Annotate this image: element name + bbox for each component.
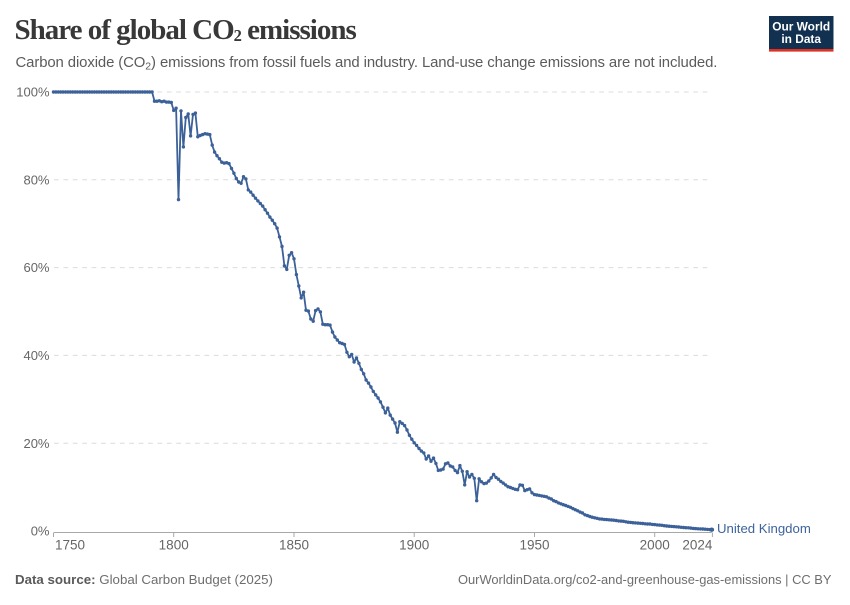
svg-text:1850: 1850: [279, 538, 309, 553]
svg-text:20%: 20%: [23, 436, 49, 451]
svg-text:Carbon dioxide (CO2) emissions: Carbon dioxide (CO2) emissions from foss…: [16, 55, 718, 73]
svg-text:Share of global CO2 emissions: Share of global CO2 emissions: [15, 14, 357, 46]
svg-text:Data source: Global Carbon Bud: Data source: Global Carbon Budget (2025): [15, 572, 273, 587]
svg-text:United Kingdom: United Kingdom: [717, 521, 811, 536]
svg-text:in Data: in Data: [781, 32, 821, 46]
svg-text:Our World: Our World: [772, 19, 830, 33]
svg-text:1750: 1750: [55, 538, 85, 553]
svg-text:2024: 2024: [682, 538, 713, 553]
svg-text:1950: 1950: [519, 538, 549, 553]
svg-text:60%: 60%: [23, 260, 49, 275]
svg-text:1800: 1800: [159, 538, 189, 553]
svg-text:OurWorldinData.org/co2-and-gre: OurWorldinData.org/co2-and-greenhouse-ga…: [458, 572, 832, 587]
svg-text:1900: 1900: [399, 538, 429, 553]
svg-text:40%: 40%: [23, 348, 49, 363]
svg-text:0%: 0%: [31, 524, 50, 539]
svg-text:100%: 100%: [16, 85, 50, 100]
svg-text:80%: 80%: [23, 172, 49, 187]
svg-text:2000: 2000: [640, 538, 670, 553]
